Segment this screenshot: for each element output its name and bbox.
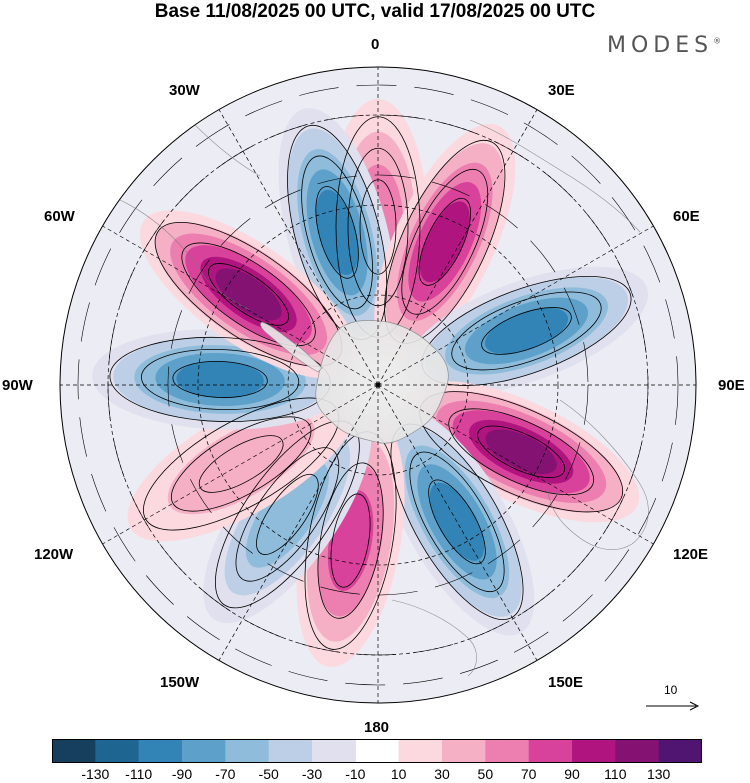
colorbar-swatch bbox=[442, 739, 486, 763]
meridian-line bbox=[218, 109, 379, 386]
colorbar-tick-label: -70 bbox=[215, 766, 236, 782]
colorbar-tick-label: -50 bbox=[258, 766, 279, 782]
colorbar-tick-label: -130 bbox=[81, 766, 110, 782]
lon-label-120w: 120W bbox=[34, 546, 74, 563]
colorbar-tick-label: -10 bbox=[345, 766, 366, 782]
colorbar-swatch bbox=[615, 739, 659, 763]
lon-label-120e: 120E bbox=[673, 546, 709, 563]
colorbar-frame bbox=[52, 739, 702, 763]
lon-label-30e: 30E bbox=[548, 82, 575, 99]
colorbar-swatch bbox=[182, 739, 226, 763]
lon-label-90e: 90E bbox=[718, 377, 745, 394]
streamline bbox=[140, 348, 300, 410]
streamline bbox=[315, 186, 359, 279]
streamline bbox=[77, 84, 679, 686]
streamline bbox=[477, 425, 566, 478]
colorbar-swatch bbox=[572, 739, 616, 763]
lon-label-90w: 90W bbox=[2, 377, 33, 394]
colorbar-tick-label: -90 bbox=[171, 766, 193, 782]
meridian-line bbox=[377, 225, 654, 386]
latitude-circle bbox=[287, 294, 469, 476]
streamline bbox=[256, 473, 319, 555]
colorbar-swatch bbox=[268, 739, 313, 763]
colorbar-tick-label: 10 bbox=[390, 766, 407, 782]
modes-logo: MODES® bbox=[607, 33, 721, 58]
streamline bbox=[235, 447, 340, 582]
lon-label-0: 0 bbox=[371, 36, 380, 53]
colorbar-tick-label: 50 bbox=[477, 766, 494, 782]
anomaly-field bbox=[92, 99, 648, 667]
anomaly-contour bbox=[484, 307, 569, 354]
lon-label-150w: 150W bbox=[160, 674, 200, 691]
map-boundary bbox=[59, 66, 697, 704]
vector-reference-arrow bbox=[646, 701, 700, 711]
anomaly-neg-b bbox=[404, 266, 648, 396]
antarctic-peninsula bbox=[260, 321, 323, 373]
colorbar-swatch bbox=[52, 739, 96, 763]
meridian-line bbox=[102, 384, 379, 545]
vector-reference-label: 10 bbox=[664, 683, 678, 697]
brand-name: MODES bbox=[607, 33, 714, 58]
south-pole-marker bbox=[375, 382, 381, 388]
meridian-line bbox=[377, 109, 538, 386]
colorbar-tick-label: 90 bbox=[564, 766, 580, 782]
colorbar-swatch bbox=[398, 739, 443, 763]
lon-label-30w: 30W bbox=[169, 82, 200, 99]
streamline bbox=[481, 307, 572, 355]
colorbar-tick-label: -110 bbox=[125, 766, 153, 782]
lat-lon-grid bbox=[60, 67, 696, 703]
colorbar-swatch bbox=[312, 739, 356, 763]
streamline bbox=[451, 291, 602, 371]
streamline bbox=[401, 168, 489, 315]
meridian-line bbox=[218, 384, 379, 661]
streamline bbox=[317, 462, 384, 619]
anomaly-contour bbox=[315, 189, 359, 275]
colorbar-tick-label: 110 bbox=[604, 766, 627, 782]
colorbar-swatch bbox=[95, 739, 139, 763]
streamline bbox=[208, 263, 290, 326]
anomaly-contour bbox=[419, 201, 470, 283]
streamline bbox=[330, 493, 371, 588]
streamline bbox=[301, 155, 373, 310]
streamline bbox=[448, 408, 595, 496]
meridian-line bbox=[377, 384, 538, 661]
streamline bbox=[172, 361, 268, 398]
colorbar-swatch bbox=[138, 739, 183, 763]
colorbar-swatch bbox=[528, 739, 573, 763]
colorbar bbox=[52, 739, 702, 763]
colorbar-swatch bbox=[225, 739, 269, 763]
colorbar-tick-label: 70 bbox=[520, 766, 537, 782]
map-title: Base 11/08/2025 00 UTC, valid 17/08/2025… bbox=[154, 1, 596, 22]
lon-label-180: 180 bbox=[364, 719, 390, 736]
continent-outlines bbox=[119, 119, 649, 677]
anomaly-contour bbox=[245, 461, 329, 568]
latitude-circle bbox=[197, 204, 559, 566]
anomaly-neg-d bbox=[203, 405, 372, 624]
lon-label-150e: 150E bbox=[548, 674, 584, 691]
colorbar-tick-label: 30 bbox=[434, 766, 450, 782]
colorbar-swatch bbox=[658, 739, 702, 763]
colorbar-tick-label: 130 bbox=[646, 766, 671, 782]
streamline bbox=[418, 197, 471, 286]
anomaly-contour bbox=[485, 429, 557, 475]
colorbar-swatch bbox=[355, 739, 400, 763]
lon-label-60w: 60W bbox=[44, 208, 75, 225]
anomaly-contour bbox=[429, 482, 485, 561]
meridian-line bbox=[102, 225, 379, 386]
colorbar-swatch bbox=[485, 739, 529, 763]
meridian-line bbox=[377, 384, 654, 545]
brand-registered-mark: ® bbox=[713, 36, 722, 46]
anomaly-contour bbox=[215, 268, 282, 321]
colorbar-tick-label: -30 bbox=[301, 766, 323, 782]
anomaly-pos-f bbox=[139, 210, 358, 379]
anomaly-pos-c bbox=[403, 381, 640, 523]
anomaly-neg-a bbox=[278, 108, 396, 357]
lon-label-60e: 60E bbox=[673, 208, 700, 225]
